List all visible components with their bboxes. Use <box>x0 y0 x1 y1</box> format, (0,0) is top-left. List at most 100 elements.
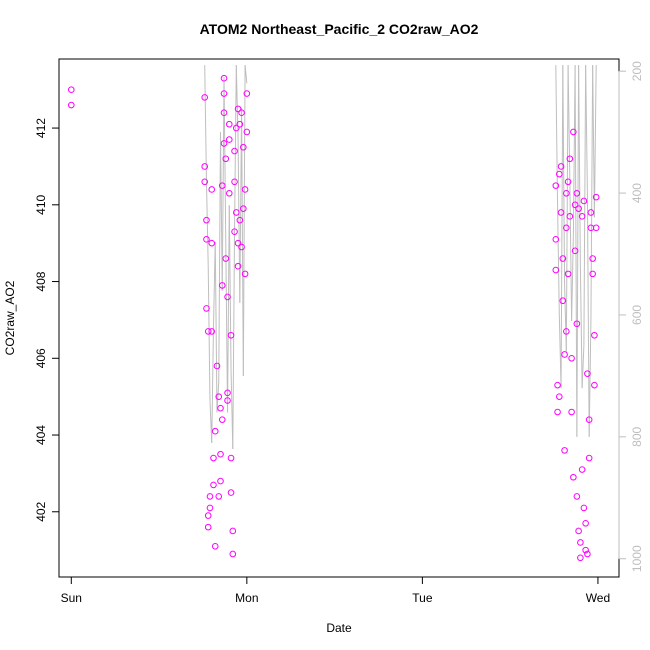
line-segment <box>205 180 209 267</box>
data-point <box>231 228 238 235</box>
line-segment <box>227 205 230 413</box>
data-point <box>238 243 245 251</box>
points-series <box>67 74 600 562</box>
line-segment <box>560 65 564 389</box>
data-point <box>575 527 582 535</box>
data-point <box>218 282 226 289</box>
data-point <box>218 416 226 423</box>
data-point <box>243 128 251 136</box>
data-point <box>206 493 214 500</box>
y-tick-label: 408 <box>34 271 48 291</box>
y2-tick-label: 800 <box>630 427 644 447</box>
data-point <box>204 512 212 519</box>
x-tick-label: Wed <box>586 591 610 605</box>
line-segment <box>232 229 236 450</box>
line-segment <box>578 65 581 267</box>
data-point <box>564 178 572 186</box>
data-point <box>582 546 589 554</box>
data-point <box>225 190 233 197</box>
x-axis: Sun Mon Tue Wed <box>61 576 610 605</box>
data-point <box>204 328 212 335</box>
line-segment <box>214 241 218 413</box>
y2-tick-label: 200 <box>630 61 644 81</box>
line-segment <box>583 65 587 346</box>
data-point <box>210 481 217 489</box>
data-point <box>568 408 575 416</box>
data-point <box>224 397 231 404</box>
y-axis: 402 404 406 408 410 412 <box>34 118 60 522</box>
data-point <box>218 182 226 189</box>
data-point <box>570 128 577 136</box>
data-point <box>577 554 584 562</box>
data-point <box>240 143 247 151</box>
data-point <box>234 239 242 247</box>
line-segment <box>220 132 223 291</box>
line-series <box>204 65 597 450</box>
data-point <box>210 454 217 462</box>
y2-tick-label: 600 <box>630 305 644 325</box>
y-axis-label: CO2raw_AO2 <box>3 280 17 355</box>
data-point <box>580 504 588 512</box>
data-point <box>227 489 235 496</box>
y2-tick-label: 1000 <box>630 545 644 572</box>
data-point <box>241 270 249 278</box>
data-point <box>203 305 210 312</box>
data-point <box>573 320 581 328</box>
data-point <box>559 255 567 262</box>
y2-tick-label: 400 <box>630 183 644 203</box>
line-segment <box>225 241 229 413</box>
line-segment <box>593 65 597 218</box>
data-point <box>231 178 238 186</box>
y-tick-label: 404 <box>34 425 48 445</box>
line-segment <box>241 107 244 376</box>
data-point <box>208 328 216 335</box>
data-point <box>573 493 581 500</box>
data-point <box>236 216 244 224</box>
data-point <box>585 416 593 423</box>
data-point <box>241 186 249 193</box>
data-point <box>201 178 209 186</box>
line-segment <box>567 65 571 181</box>
line-segment <box>211 327 214 443</box>
data-point <box>584 550 591 558</box>
data-point <box>563 224 570 232</box>
data-point <box>227 331 235 339</box>
data-point <box>563 328 570 335</box>
data-point <box>220 140 228 147</box>
x-tick-label: Mon <box>235 591 258 605</box>
data-point <box>561 447 568 454</box>
line-segment <box>588 321 592 437</box>
line-segment <box>579 266 583 389</box>
plot-frame <box>58 58 620 578</box>
line-segment <box>592 65 595 218</box>
data-point <box>592 224 600 232</box>
data-point <box>211 427 219 435</box>
data-point <box>559 297 567 305</box>
data-point <box>577 539 584 546</box>
data-point <box>217 477 224 485</box>
data-point <box>575 205 582 212</box>
data-point <box>552 266 560 274</box>
chart-title: ATOM2 Northeast_Pacific_2 CO2raw_AO2 <box>200 21 479 37</box>
data-point <box>589 255 596 262</box>
data-point <box>582 519 589 527</box>
data-point <box>208 186 216 193</box>
data-point <box>585 454 593 462</box>
line-segment <box>562 65 566 285</box>
data-point <box>233 209 240 216</box>
line-segment <box>557 205 560 315</box>
x-tick-label: Tue <box>412 591 433 605</box>
data-point <box>580 197 588 205</box>
data-point <box>566 213 574 220</box>
line-segment <box>555 65 559 206</box>
line-segment <box>581 345 585 389</box>
line-segment <box>571 235 574 322</box>
data-point <box>225 120 233 128</box>
data-point <box>211 543 219 550</box>
line-segment <box>586 193 590 437</box>
data-point <box>552 182 560 189</box>
x-tick-label: Sun <box>61 591 82 605</box>
line-segment <box>574 65 578 437</box>
data-point <box>215 493 223 500</box>
data-point <box>201 94 209 101</box>
